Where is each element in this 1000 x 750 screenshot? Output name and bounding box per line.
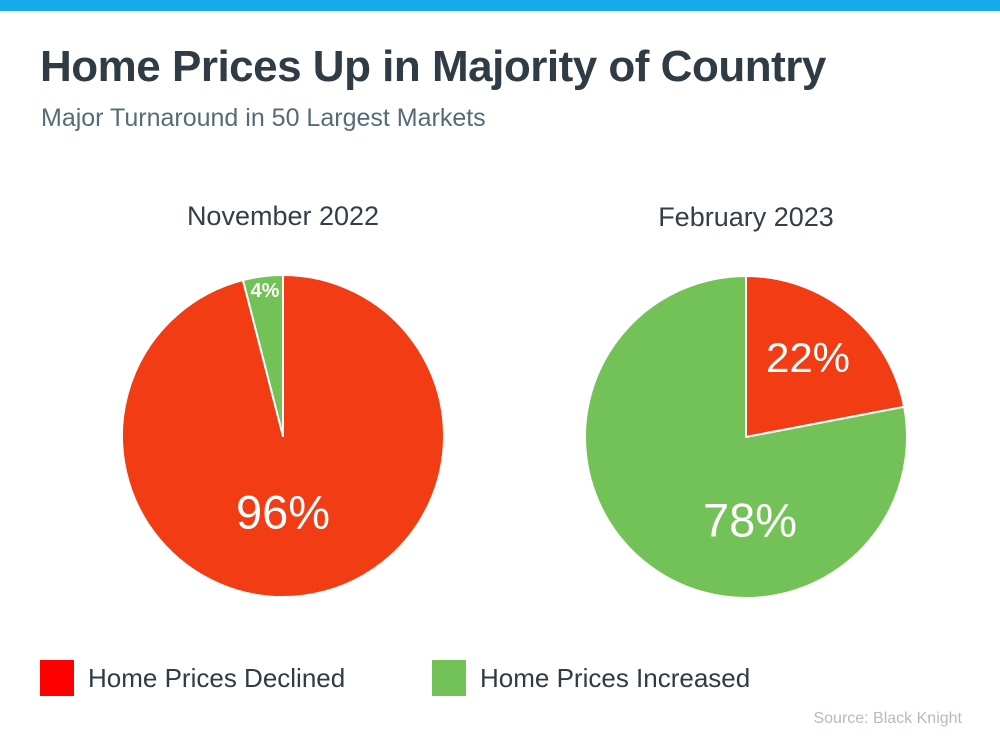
pie-slice-value-label: 4% (250, 280, 280, 302)
legend-swatch-declined-icon (40, 660, 74, 696)
legend-item-declined: Home Prices Declined (40, 660, 345, 696)
pie-chart-title: February 2023 (658, 202, 834, 232)
page-title: Home Prices Up in Majority of Country (40, 42, 826, 91)
pie-february-2023-svg (584, 275, 908, 599)
source-attribution: Source: Black Knight (813, 710, 962, 727)
pie-chart-february-2023: February 2023 22% 78% (582, 202, 910, 601)
page-subtitle: Major Turnaround in 50 Largest Markets (41, 104, 486, 132)
pie-slice-value-label: 78% (702, 493, 798, 547)
pie-chart-november-2022: November 2022 96% 4% (119, 201, 447, 600)
legend-label-increased: Home Prices Increased (480, 662, 751, 693)
legend-item-increased: Home Prices Increased (432, 660, 750, 696)
legend-label-declined: Home Prices Declined (88, 662, 346, 693)
legend-swatch-increased-icon (432, 660, 466, 696)
pie-slice (745, 275, 906, 438)
pie-slice-value-label: 96% (235, 485, 331, 539)
pie-slice (584, 275, 908, 599)
pie-slice-value-label: 22% (765, 334, 851, 381)
pie-chart-title: November 2022 (186, 201, 380, 231)
top-accent-bar (0, 0, 1000, 11)
pie-november-2022-svg (121, 274, 446, 598)
pie-slice (241, 274, 284, 437)
